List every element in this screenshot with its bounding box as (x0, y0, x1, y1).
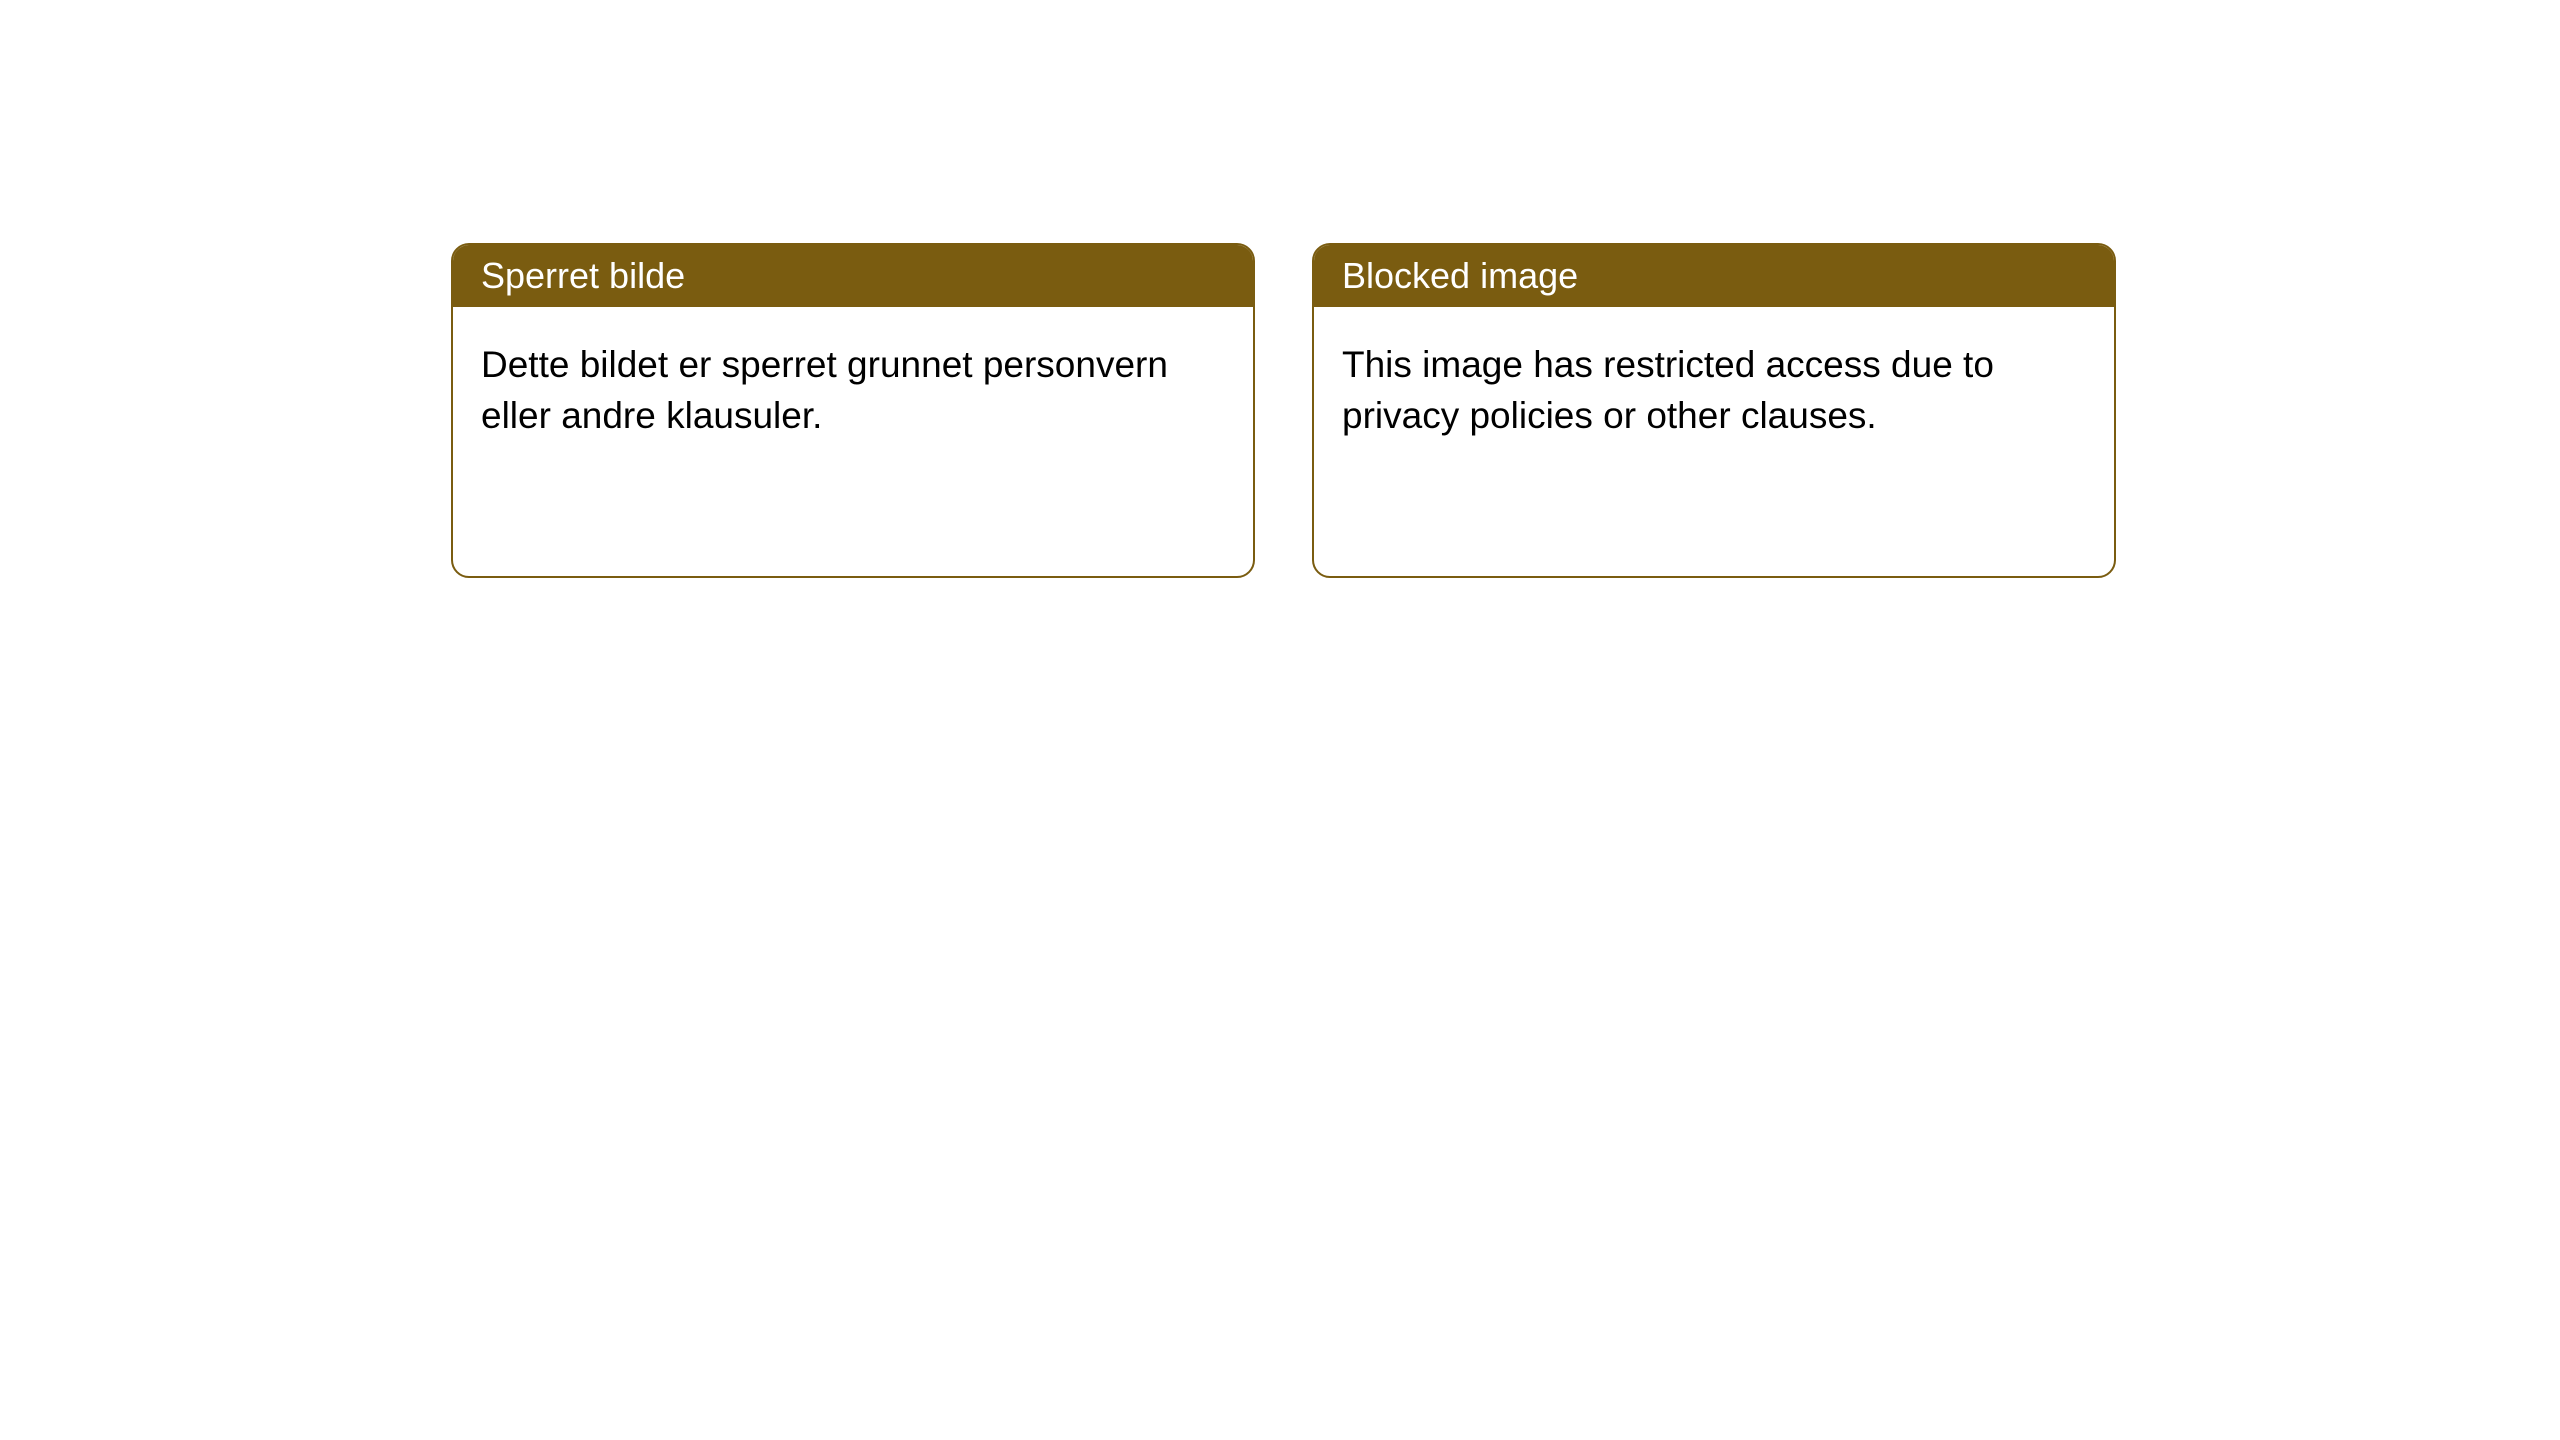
panel-body-en: This image has restricted access due to … (1314, 307, 2114, 473)
blocked-image-panel-en: Blocked image This image has restricted … (1312, 243, 2116, 578)
blocked-image-panel-no: Sperret bilde Dette bildet er sperret gr… (451, 243, 1255, 578)
panel-body-no: Dette bildet er sperret grunnet personve… (453, 307, 1253, 473)
notice-container: Sperret bilde Dette bildet er sperret gr… (0, 0, 2560, 578)
panel-header-no: Sperret bilde (453, 245, 1253, 307)
panel-header-en: Blocked image (1314, 245, 2114, 307)
